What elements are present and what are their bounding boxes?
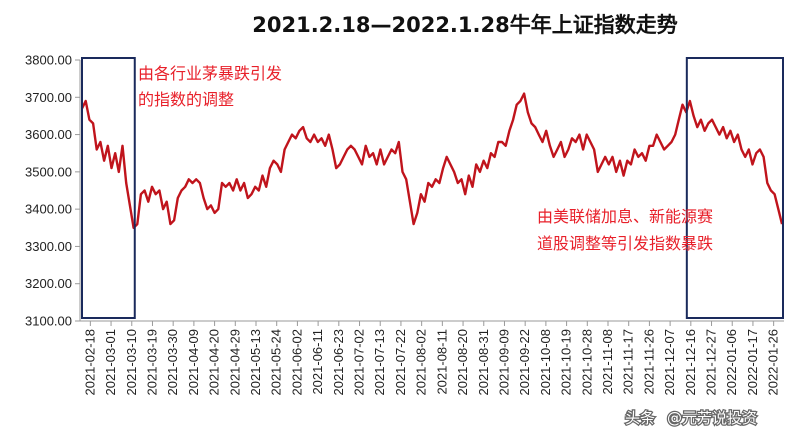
x-tick-label: 2021-03-30 (165, 329, 180, 396)
y-tick-labels: 3100.00 3200.00 3300.00 3400.00 3500.00 3600.… (25, 53, 72, 329)
x-tick-label: 2021-03-19 (144, 329, 159, 396)
y-tick-label: 3500.00 (25, 164, 72, 179)
x-tick-label: 2021-12-16 (683, 329, 698, 396)
x-tick-label: 2021-03-10 (124, 329, 139, 396)
x-tick-label: 2021-11-26 (641, 329, 656, 395)
x-tick-label: 2022-01-26 (766, 329, 781, 396)
x-tick-label: 2021-09-22 (517, 329, 532, 396)
x-tick-label: 2021-04-09 (186, 329, 201, 396)
x-tick-label: 2021-11-08 (600, 329, 615, 395)
x-tick-label: 2021-05-13 (248, 329, 263, 396)
x-tick-label: 2021-08-02 (414, 329, 429, 396)
x-tick-label: 2021-11-17 (621, 329, 636, 395)
x-tick-label: 2021-12-07 (662, 329, 677, 396)
chart-axes (75, 59, 784, 326)
watermark: 头条 @元芳说投资 (624, 408, 759, 429)
y-tick-label: 3300.00 (25, 239, 72, 254)
annotation-left-line-2: 的指数的调整 (138, 90, 234, 109)
x-tick-label: 2021-07-13 (372, 329, 387, 396)
x-tick-label: 2021-07-22 (393, 329, 408, 396)
highlight-box-left (81, 57, 136, 319)
chart-title: 2021.2.18—2022.1.28牛年上证指数走势 (252, 13, 677, 37)
x-tick-label: 2021-10-19 (559, 329, 574, 396)
watermark-prefix: 头条 (625, 409, 655, 427)
x-tick-label: 2021-04-29 (227, 329, 242, 396)
x-tick-label: 2021-07-02 (352, 329, 367, 396)
x-tick-label: 2021-06-02 (289, 329, 304, 396)
x-tick-label: 2021-08-11 (434, 329, 449, 395)
x-tick-label: 2021-06-23 (331, 329, 346, 396)
x-tick-label: 2022-01-06 (724, 329, 739, 396)
annotation-right-line-1: 由美联储加息、新能源赛 (537, 207, 713, 226)
x-tick-label: 2021-05-24 (269, 329, 284, 396)
x-tick-label: 2021-10-08 (538, 329, 553, 396)
x-tick-labels: 2021-02-18 2021-03-01 2021-03-10 2021-03-19… (82, 329, 780, 396)
annotation-left-line-1: 由各行业茅暴跌引发 (138, 64, 282, 83)
x-tick-label: 2021-02-18 (82, 329, 97, 396)
y-tick-label: 3100.00 (25, 314, 72, 329)
series-line-shanghai-index (80, 92, 784, 229)
y-tick-label: 3800.00 (25, 53, 72, 68)
x-tick-label: 2021-03-01 (103, 329, 118, 396)
x-tick-label: 2021-10-28 (579, 329, 594, 396)
y-tick-label: 3400.00 (25, 202, 72, 217)
x-tick-label: 2021-08-20 (455, 329, 470, 396)
y-tick-label: 3600.00 (25, 127, 72, 142)
y-tick-label: 3700.00 (25, 90, 72, 105)
watermark-handle: @元芳说投资 (667, 409, 757, 427)
x-tick-label: 2021-08-31 (476, 329, 491, 396)
highlight-box-right (685, 57, 785, 319)
x-tick-label: 2022-01-17 (745, 329, 760, 396)
x-tick-label: 2021-12-27 (704, 329, 719, 396)
x-tick-label: 2021-04-20 (207, 329, 222, 396)
x-tick-label: 2021-06-11 (310, 329, 325, 395)
y-tick-label: 3200.00 (25, 276, 72, 291)
annotation-right-line-2: 道股调整等引发指数暴跌 (537, 234, 713, 253)
x-tick-label: 2021-09-09 (496, 329, 511, 396)
